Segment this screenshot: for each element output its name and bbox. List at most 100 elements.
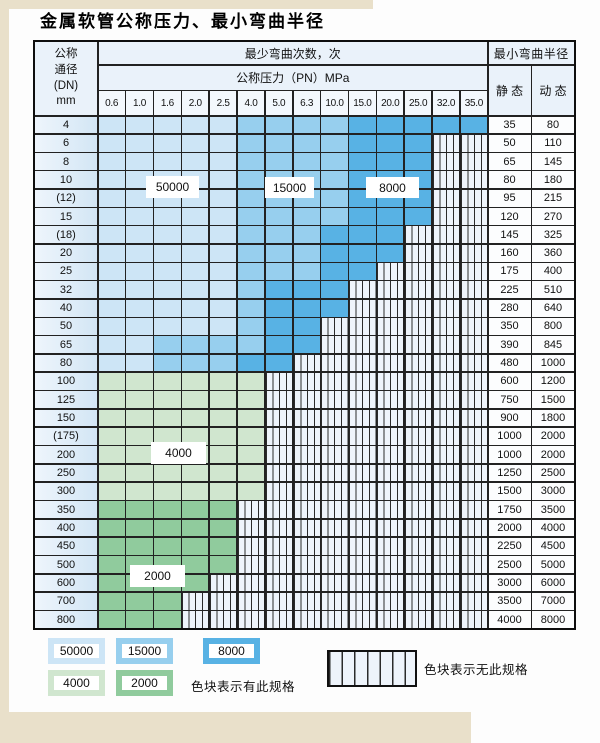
spec-cell-15000 bbox=[321, 189, 348, 207]
no-spec-cell bbox=[404, 519, 432, 537]
spec-cell-50000 bbox=[126, 336, 153, 354]
spec-cell-15000 bbox=[237, 299, 265, 317]
no-spec-cell bbox=[293, 482, 320, 500]
spec-cell-50000 bbox=[209, 116, 237, 134]
spec-cell-2000 bbox=[98, 611, 125, 628]
no-spec-cell bbox=[460, 281, 487, 299]
dynamic-radius-cell: 325 bbox=[532, 226, 574, 244]
no-spec-cell bbox=[460, 153, 487, 170]
cycle-label-15000: 15000 bbox=[265, 177, 314, 198]
spec-cell-8000 bbox=[293, 281, 320, 299]
spec-cell-4000 bbox=[209, 482, 237, 500]
no-spec-cell bbox=[321, 372, 348, 390]
spec-cell-2000 bbox=[182, 556, 209, 574]
spec-cell-15000 bbox=[209, 336, 237, 354]
spec-cell-4000 bbox=[98, 427, 125, 445]
spec-cell-4000 bbox=[154, 409, 181, 427]
no-spec-cell bbox=[460, 519, 487, 537]
dynamic-radius-cell: 8000 bbox=[532, 611, 574, 628]
no-spec-cell bbox=[349, 592, 376, 610]
spec-cell-8000 bbox=[265, 281, 292, 299]
static-radius-cell: 4000 bbox=[488, 611, 531, 628]
no-spec-cell bbox=[460, 372, 487, 390]
spec-cell-2000 bbox=[98, 501, 125, 519]
no-spec-cell bbox=[349, 556, 376, 574]
spec-cell-50000 bbox=[98, 226, 125, 244]
spec-cell-4000 bbox=[154, 464, 181, 482]
spec-cell-2000 bbox=[182, 519, 209, 537]
no-spec-cell bbox=[377, 519, 404, 537]
no-spec-cell bbox=[349, 501, 376, 519]
no-spec-cell bbox=[377, 281, 404, 299]
no-spec-cell bbox=[460, 171, 487, 189]
no-spec-cell bbox=[377, 501, 404, 519]
dn-cell-450: 450 bbox=[35, 537, 97, 555]
no-spec-cell bbox=[237, 592, 265, 610]
spec-cell-50000 bbox=[182, 226, 209, 244]
no-spec-cell bbox=[460, 189, 487, 207]
dynamic-radius-cell: 110 bbox=[532, 134, 574, 152]
pressure-value-2.0: 2.0 bbox=[182, 91, 209, 115]
spec-cell-4000 bbox=[98, 409, 125, 427]
spec-cell-2000 bbox=[98, 519, 125, 537]
dn-cell-600: 600 bbox=[35, 574, 97, 592]
static-radius-cell: 1000 bbox=[488, 427, 531, 445]
spec-cell-8000 bbox=[321, 299, 348, 317]
no-spec-cell bbox=[349, 574, 376, 592]
no-spec-cell bbox=[404, 409, 432, 427]
no-spec-cell bbox=[460, 299, 487, 317]
dynamic-radius-cell: 3500 bbox=[532, 501, 574, 519]
dn-cell-125: 125 bbox=[35, 391, 97, 409]
dn-cell-500: 500 bbox=[35, 556, 97, 574]
static-radius-cell: 120 bbox=[488, 208, 531, 225]
pressure-value-25.0: 25.0 bbox=[404, 91, 432, 115]
no-spec-cell bbox=[377, 372, 404, 390]
no-spec-cell bbox=[377, 427, 404, 445]
no-spec-cell bbox=[321, 464, 348, 482]
no-spec-cell bbox=[293, 427, 320, 445]
no-spec-cell bbox=[404, 336, 432, 354]
no-spec-cell bbox=[432, 391, 460, 409]
spec-cell-15000 bbox=[237, 116, 265, 134]
static-radius-cell: 65 bbox=[488, 153, 531, 170]
spec-cell-50000 bbox=[182, 263, 209, 280]
no-spec-cell bbox=[265, 519, 292, 537]
spec-cell-2000 bbox=[209, 501, 237, 519]
no-spec-cell bbox=[432, 464, 460, 482]
no-spec-cell bbox=[349, 318, 376, 335]
spec-cell-8000 bbox=[321, 226, 348, 244]
no-spec-cell bbox=[404, 318, 432, 335]
no-spec-cell bbox=[182, 611, 209, 628]
static-radius-cell: 3000 bbox=[488, 574, 531, 592]
dynamic-radius-cell: 1000 bbox=[532, 354, 574, 372]
no-spec-cell bbox=[349, 391, 376, 409]
static-radius-cell: 750 bbox=[488, 391, 531, 409]
no-spec-cell bbox=[321, 592, 348, 610]
spec-cell-8000 bbox=[377, 244, 404, 262]
scan-edge-left bbox=[0, 0, 9, 717]
spec-cell-15000 bbox=[237, 134, 265, 152]
spec-cell-8000 bbox=[349, 116, 376, 134]
dynamic-radius-cell: 5000 bbox=[532, 556, 574, 574]
no-spec-cell bbox=[377, 611, 404, 628]
legend-swatch-50000: 50000 bbox=[48, 638, 105, 664]
spec-cell-2000 bbox=[154, 592, 181, 610]
dynamic-radius-cell: 3000 bbox=[532, 482, 574, 500]
no-spec-cell bbox=[321, 336, 348, 354]
spec-cell-8000 bbox=[377, 208, 404, 225]
spec-cell-4000 bbox=[182, 391, 209, 409]
dn-cell-(12): (12) bbox=[35, 189, 97, 207]
no-spec-cell bbox=[349, 611, 376, 628]
spec-cell-4000 bbox=[126, 427, 153, 445]
dn-cell-350: 350 bbox=[35, 501, 97, 519]
spec-cell-15000 bbox=[237, 208, 265, 225]
spec-cell-2000 bbox=[98, 556, 125, 574]
no-spec-cell bbox=[432, 226, 460, 244]
dynamic-radius-cell: 510 bbox=[532, 281, 574, 299]
spec-cell-8000 bbox=[349, 208, 376, 225]
spec-cell-15000 bbox=[265, 244, 292, 262]
scan-edge-top bbox=[0, 0, 373, 9]
spec-cell-15000 bbox=[321, 208, 348, 225]
spec-cell-4000 bbox=[98, 446, 125, 464]
spec-cell-2000 bbox=[126, 501, 153, 519]
